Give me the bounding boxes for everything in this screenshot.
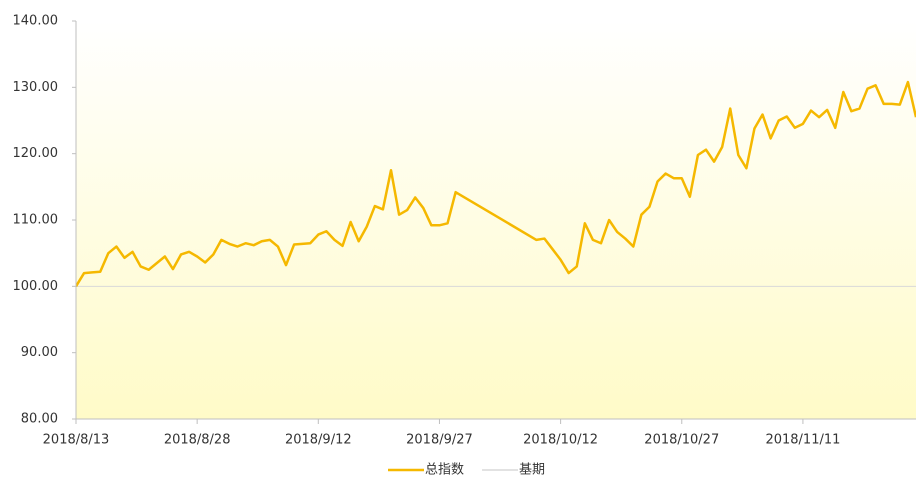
legend-label: 基期	[519, 463, 545, 478]
x-tick-label: 2018/10/12	[523, 433, 598, 448]
x-tick-label: 2018/8/28	[164, 433, 231, 448]
y-tick-label: 90.00	[21, 345, 58, 360]
y-tick-label: 80.00	[21, 412, 58, 427]
y-tick-label: 140.00	[13, 14, 59, 29]
x-tick-label: 2018/9/27	[406, 433, 473, 448]
x-tick-label: 2018/10/27	[644, 433, 719, 448]
x-tick-label: 2018/8/13	[43, 433, 110, 448]
x-tick-label: 2018/11/11	[765, 433, 840, 448]
plot-background	[76, 21, 916, 419]
y-tick-label: 110.00	[13, 213, 59, 228]
y-tick-label: 130.00	[13, 80, 59, 95]
y-tick-label: 120.00	[13, 146, 59, 161]
series-line	[76, 80, 916, 287]
legend-label: 总指数	[425, 463, 464, 478]
plot-area	[76, 80, 916, 287]
y-tick-label: 100.00	[13, 279, 59, 294]
x-tick-label: 2018/9/12	[285, 433, 352, 448]
